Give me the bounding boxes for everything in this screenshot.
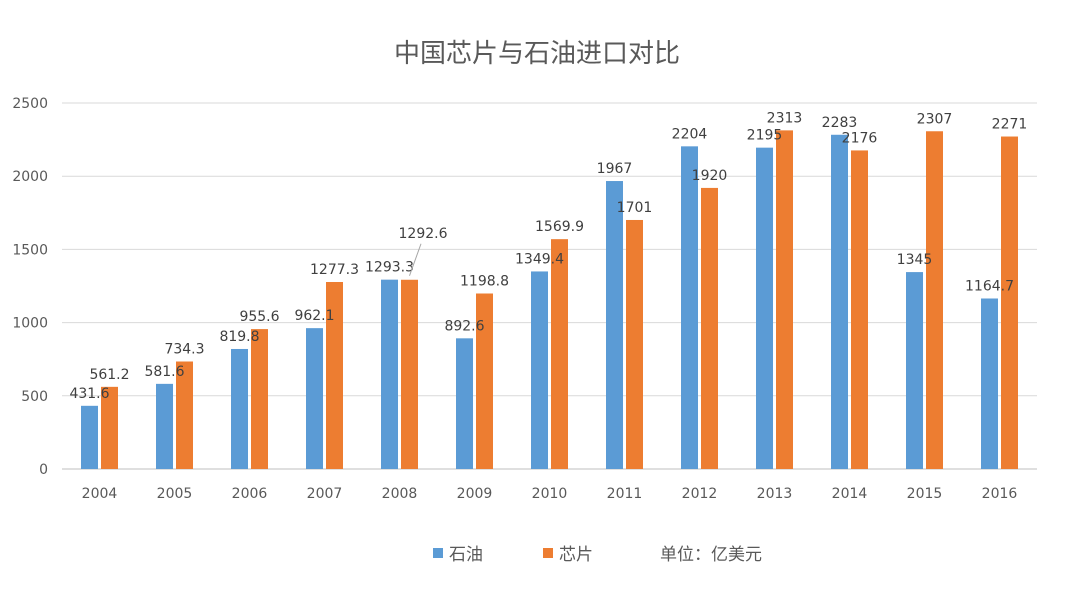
data-label-oil: 892.6	[444, 318, 484, 334]
bar-chip	[176, 361, 193, 469]
unit-note: 单位：亿美元	[660, 545, 762, 565]
data-label-chip: 2313	[767, 110, 803, 126]
y-tick-label: 500	[21, 389, 48, 405]
x-tick-label: 2010	[532, 486, 568, 502]
bar-chip	[101, 386, 118, 469]
data-label-chip: 1920	[692, 168, 728, 184]
data-label-oil: 1967	[597, 161, 633, 177]
gridlines	[62, 102, 1037, 470]
x-tick-label: 2012	[682, 486, 718, 502]
x-tick-label: 2016	[982, 486, 1018, 502]
x-tick-label: 2014	[832, 486, 868, 502]
x-tick-label: 2005	[157, 486, 193, 502]
bar-oil	[906, 272, 923, 469]
y-tick-label: 2000	[12, 169, 48, 185]
x-tick-label: 2006	[232, 486, 268, 502]
chart-title: 中国芯片与石油进口对比	[394, 39, 680, 69]
x-tick-label: 2013	[757, 486, 793, 502]
bar-oil	[831, 134, 848, 469]
y-tick-label: 0	[39, 462, 48, 478]
bar-oil	[606, 181, 623, 470]
bar-oil	[456, 338, 473, 469]
bar-chip	[326, 282, 343, 469]
data-label-chip: 2176	[842, 130, 878, 146]
bar-chip	[476, 293, 493, 469]
x-tick-label: 2009	[457, 486, 493, 502]
bar-oil	[681, 146, 698, 469]
bar-oil	[231, 348, 248, 469]
y-tick-label: 2500	[12, 96, 48, 112]
legend-swatch-oil	[433, 548, 443, 558]
bar-chip	[401, 279, 418, 469]
x-tick-label: 2008	[382, 486, 418, 502]
data-label-chip: 734.3	[164, 341, 204, 357]
bar-chip	[926, 131, 943, 470]
y-tick-label: 1000	[12, 316, 48, 332]
x-tick-label: 2011	[607, 486, 643, 502]
bars	[81, 130, 1018, 470]
data-label-oil: 2283	[822, 115, 858, 131]
data-label-chip: 1198.8	[460, 273, 509, 289]
data-label-oil: 819.8	[219, 329, 259, 345]
bar-chip	[551, 239, 568, 469]
bar-chip	[1001, 136, 1018, 469]
x-tick-label: 2015	[907, 486, 943, 502]
data-label-oil: 2204	[672, 126, 708, 142]
bar-chip	[851, 150, 868, 469]
data-label-chip: 1292.6	[399, 226, 448, 242]
bar-oil	[81, 405, 98, 469]
x-tick-label: 2007	[307, 486, 343, 502]
bar-oil	[756, 147, 773, 470]
bar-chip	[701, 187, 718, 470]
legend: 石油 芯片 单位：亿美元	[433, 545, 762, 565]
data-label-chip: 2307	[917, 111, 953, 127]
data-label-oil: 962.1	[294, 308, 334, 324]
bar-oil	[306, 328, 323, 469]
data-label-oil: 1345	[897, 252, 933, 268]
legend-label-chip: 芯片	[559, 545, 593, 565]
legend-swatch-chip	[543, 548, 553, 558]
bar-chip	[626, 219, 643, 469]
data-label-chip: 2271	[992, 117, 1028, 133]
x-tick-label: 2004	[82, 486, 118, 502]
bar-oil	[156, 383, 173, 469]
bar-oil	[531, 271, 548, 469]
data-label-oil: 431.6	[69, 386, 109, 402]
data-labels: 431.6 561.2 581.6 734.3 819.8 955.6 962.1 1277.…	[69, 110, 1027, 401]
data-label-chip: 1701	[617, 200, 653, 216]
bar-oil	[381, 279, 398, 469]
bar-chip	[251, 329, 268, 469]
y-tick-label: 1500	[12, 242, 48, 258]
data-label-oil: 1293.3	[365, 260, 414, 276]
data-label-oil: 1164.7	[965, 278, 1014, 294]
y-axis-ticks: 0 500 1000 1500 2000 2500	[12, 96, 48, 478]
data-label-oil: 1349.4	[515, 251, 564, 267]
x-axis-ticks: 2004 2005 2006 2007 2008 2009 2010 2011 2012 2013…	[82, 486, 1018, 502]
data-label-chip: 561.2	[89, 367, 129, 383]
data-label-chip: 1569.9	[535, 219, 584, 235]
data-label-oil: 581.6	[144, 364, 184, 380]
data-label-chip: 955.6	[239, 309, 279, 325]
data-label-chip: 1277.3	[310, 262, 359, 278]
bar-chip	[776, 130, 793, 469]
legend-label-oil: 石油	[449, 545, 483, 565]
bar-oil	[981, 298, 998, 469]
label-leader-line	[409, 243, 422, 276]
data-label-oil: 2195	[747, 128, 783, 144]
